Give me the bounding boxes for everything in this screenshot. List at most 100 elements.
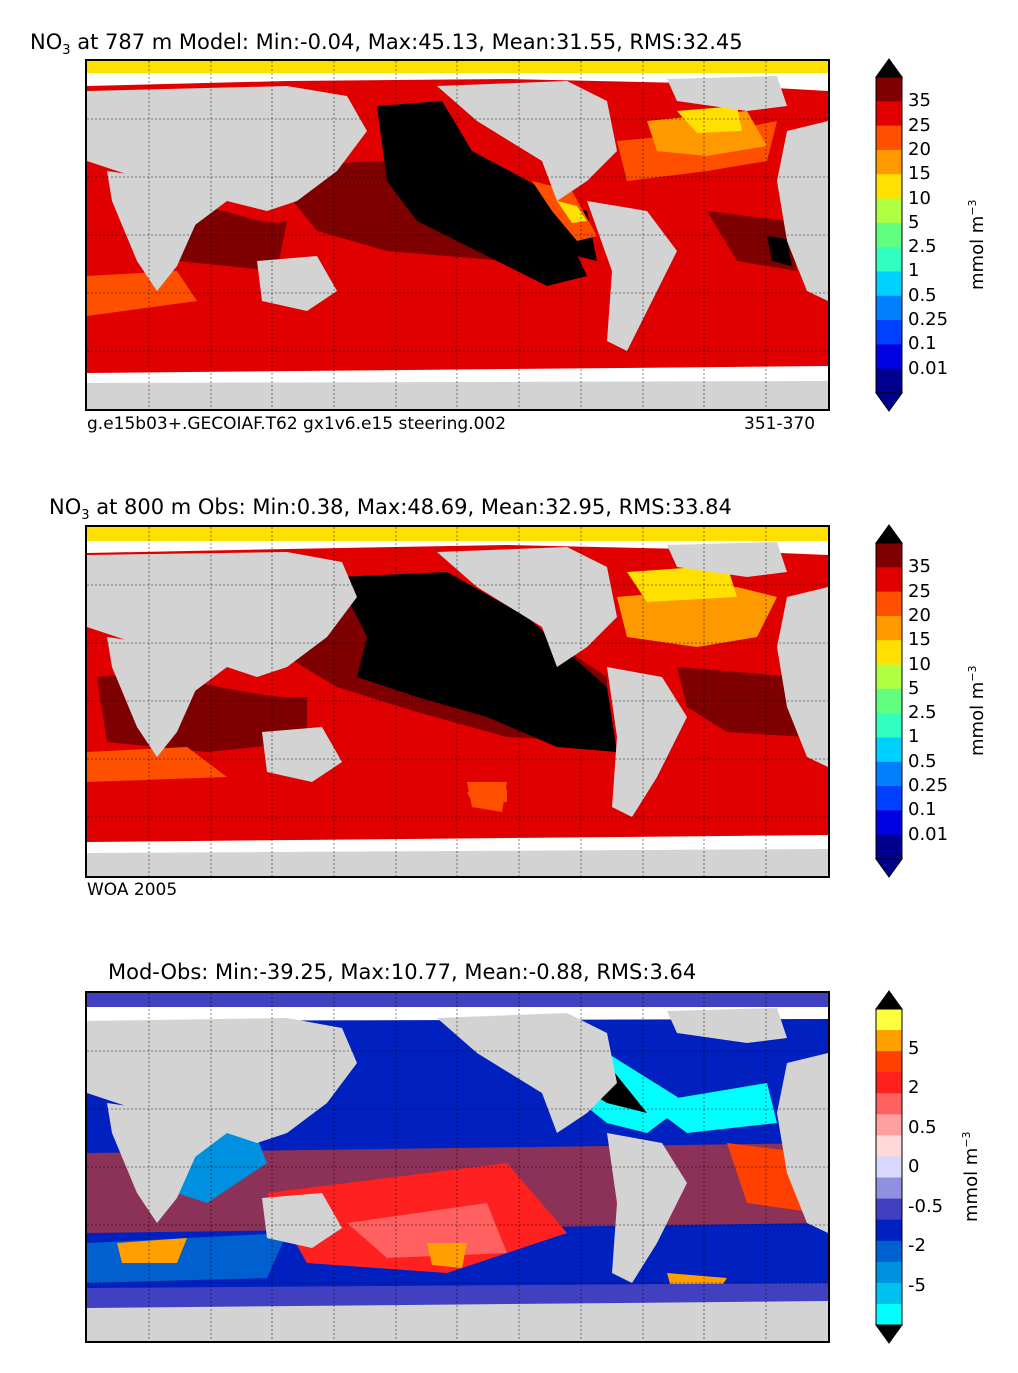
colorbar-segment <box>876 368 902 394</box>
colorbar-frame <box>875 542 903 860</box>
colorbar-segment <box>876 174 902 200</box>
colorbar-segment <box>876 1114 902 1136</box>
colorbar-tick-label: 0.5 <box>908 284 937 306</box>
colorbar-3-unit: mmol m−3 <box>960 1131 982 1222</box>
colorbar-segment <box>876 615 902 641</box>
colorbar-tick-label: -0.5 <box>908 1195 944 1217</box>
colorbar-tick-label: 5 <box>908 211 920 233</box>
colorbar-segment <box>876 688 902 714</box>
colorbar-tick-label: 20 <box>908 138 931 160</box>
colorbar-2-unit: mmol m−3 <box>966 665 988 756</box>
colorbar-3 <box>875 990 903 1344</box>
colorbar-2 <box>875 524 903 878</box>
colorbar-tick-label: 15 <box>908 163 931 185</box>
colorbar-segment <box>876 1282 902 1305</box>
colorbar-segment <box>876 125 902 151</box>
colorbar-segment <box>876 222 902 248</box>
colorbar-segment <box>876 1009 902 1031</box>
colorbar-segment <box>876 1051 902 1073</box>
colorbar-tick-label: 2 <box>908 1077 920 1098</box>
colorbar-segment <box>876 1219 902 1242</box>
colorbar-over-triangle <box>875 990 903 1010</box>
colorbar-tick-label: 35 <box>908 556 931 578</box>
panel2-map-svg <box>87 527 828 876</box>
colorbar-tick-label: 35 <box>908 90 931 112</box>
colorbar-segment <box>876 1156 902 1179</box>
colorbar-tick-label: -5 <box>908 1274 926 1296</box>
panel3-map <box>85 991 830 1343</box>
colorbar-frame <box>875 76 903 394</box>
colorbar-segment <box>876 543 902 568</box>
panel1-footer-left: g.e15b03+.GECOIAF.T62 gx1v6.e15 steering… <box>87 414 507 434</box>
colorbar-segment <box>876 834 902 860</box>
colorbar-segment <box>876 713 902 738</box>
colorbar-segment <box>876 737 902 763</box>
colorbar-segment <box>876 1072 902 1094</box>
colorbar-tick-label: 0 <box>908 1156 920 1177</box>
colorbar-segment <box>876 101 902 127</box>
panel2-footer-left: WOA 2005 <box>87 880 178 900</box>
colorbar-under-triangle <box>875 392 903 412</box>
colorbar-1-unit: mmol m−3 <box>966 199 988 290</box>
colorbar-segment <box>876 810 902 836</box>
colorbar-segment <box>876 320 902 345</box>
colorbar-tick-label: 0.5 <box>908 750 937 772</box>
colorbar-segment <box>876 761 902 787</box>
colorbar-segment <box>876 344 902 370</box>
colorbar-segment <box>876 77 902 102</box>
colorbar-segment <box>876 198 902 224</box>
colorbar-segment <box>876 247 902 272</box>
colorbar-1 <box>875 58 903 412</box>
colorbar-tick-label: 0.25 <box>908 309 949 331</box>
colorbar-tick-label: 1 <box>908 726 920 748</box>
colorbar-segment <box>876 567 902 593</box>
colorbar-segment <box>876 271 902 297</box>
colorbar-tick-label: 25 <box>908 114 931 136</box>
panel1-title: NO3 at 787 m Model: Min:-0.04, Max:45.13… <box>30 30 743 59</box>
panel1-map-svg <box>87 61 828 409</box>
colorbar-tick-label: 0.01 <box>908 357 949 379</box>
colorbar-segment <box>876 1135 902 1157</box>
colorbar-tick-label: 2.5 <box>908 236 937 258</box>
colorbar-tick-label: 5 <box>908 677 920 699</box>
colorbar-tick-label: -2 <box>908 1235 926 1256</box>
colorbar-tick-label: 5 <box>908 1037 920 1059</box>
colorbar-segment <box>876 149 902 175</box>
colorbar-under-triangle <box>875 1324 903 1344</box>
colorbar-segment <box>876 1093 902 1115</box>
colorbar-tick-label: 10 <box>908 653 931 675</box>
colorbar-segment <box>876 640 902 666</box>
colorbar-over-triangle <box>875 58 903 78</box>
colorbar-3-svg <box>875 990 903 1344</box>
colorbar-tick-label: 25 <box>908 580 931 602</box>
colorbar-segment <box>876 1303 902 1326</box>
colorbar-frame <box>875 1008 903 1326</box>
colorbar-tick-label: 0.1 <box>908 333 937 355</box>
colorbar-tick-label: 15 <box>908 629 931 651</box>
panel3-map-svg <box>87 993 828 1341</box>
colorbar-segment <box>876 1261 902 1284</box>
panel2-map <box>85 525 830 878</box>
colorbar-segment <box>876 786 902 811</box>
colorbar-tick-label: 0.5 <box>908 1116 937 1138</box>
colorbar-segment <box>876 591 902 617</box>
colorbar-segment <box>876 1177 902 1200</box>
colorbar-1-svg <box>875 58 903 412</box>
colorbar-under-triangle <box>875 858 903 878</box>
colorbar-tick-label: 0.1 <box>908 799 937 821</box>
colorbar-over-triangle <box>875 524 903 544</box>
colorbar-tick-label: 10 <box>908 187 931 209</box>
colorbar-2-svg <box>875 524 903 878</box>
colorbar-segment <box>876 295 902 321</box>
colorbar-segment <box>876 1198 902 1221</box>
colorbar-tick-label: 0.25 <box>908 775 949 797</box>
colorbar-segment <box>876 1030 902 1052</box>
colorbar-tick-label: 2.5 <box>908 702 937 724</box>
panel2-title: NO3 at 800 m Obs: Min:0.38, Max:48.69, M… <box>49 495 732 524</box>
colorbar-tick-label: 0.01 <box>908 823 949 845</box>
panel1-footer-right: 351-370 <box>744 414 816 434</box>
panel3-title: Mod-Obs: Min:-39.25, Max:10.77, Mean:-0.… <box>108 960 697 984</box>
panel1-map <box>85 59 830 411</box>
colorbar-tick-label: 1 <box>908 260 920 282</box>
colorbar-tick-label: 20 <box>908 604 931 626</box>
